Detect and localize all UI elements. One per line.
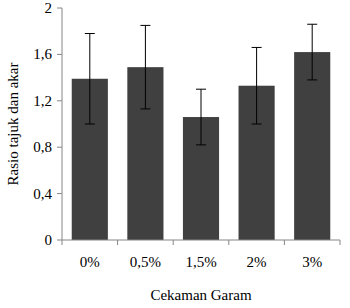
error-cap [140, 108, 150, 109]
error-bar [140, 25, 150, 109]
y-tick [57, 54, 62, 55]
error-cap [85, 124, 95, 125]
error-stem [256, 47, 257, 124]
x-tick-label: 0,5% [130, 254, 161, 270]
y-tick [57, 240, 62, 241]
y-tick-label: 2 [45, 0, 53, 16]
x-axis-label: Cekaman Garam [150, 287, 252, 303]
y-tick [57, 147, 62, 148]
bar [294, 52, 330, 240]
error-cap [140, 25, 150, 26]
error-cap [85, 33, 95, 34]
y-tick-label: 0,4 [33, 186, 52, 202]
error-cap [196, 89, 206, 90]
y-axis-label: Rasio tajuk dan akar [5, 63, 21, 186]
y-tick [57, 8, 62, 9]
error-stem [89, 34, 90, 124]
error-cap [307, 24, 317, 25]
y-tick-label: 1,6 [33, 46, 52, 62]
error-bar [85, 34, 95, 124]
x-axis [62, 240, 340, 241]
x-tick-label: 3% [302, 254, 322, 270]
x-tick [117, 240, 118, 245]
y-tick-label: 1,2 [33, 93, 52, 109]
error-bar [307, 24, 317, 80]
y-tick [57, 193, 62, 194]
x-tick-label: 1,5% [185, 254, 216, 270]
x-tick [62, 240, 63, 245]
x-tick-label: 2% [247, 254, 267, 270]
chart-container: 0 0,4 0,8 1,2 1,6 2 0% 0,5% 1,5% 2% 3% Cekaman Gara… [0, 0, 350, 308]
x-tick [228, 240, 229, 245]
error-cap [252, 47, 262, 48]
error-bar [196, 89, 206, 145]
chart-svg: 0 0,4 0,8 1,2 1,6 2 0% 0,5% 1,5% 2% 3% Cekaman Gara… [0, 0, 350, 308]
y-tick-label: 0 [45, 232, 53, 248]
error-bar [252, 47, 262, 124]
x-tick-label: 0% [80, 254, 100, 270]
x-tick [173, 240, 174, 245]
y-axis [62, 8, 63, 240]
error-cap [252, 124, 262, 125]
error-stem [312, 24, 313, 80]
error-stem [201, 89, 202, 145]
y-tick-label: 0,8 [33, 139, 52, 155]
x-tick [340, 240, 341, 245]
y-tick [57, 100, 62, 101]
bars [72, 24, 331, 240]
error-cap [307, 79, 317, 80]
error-cap [196, 144, 206, 145]
x-tick [284, 240, 285, 245]
error-stem [145, 25, 146, 109]
